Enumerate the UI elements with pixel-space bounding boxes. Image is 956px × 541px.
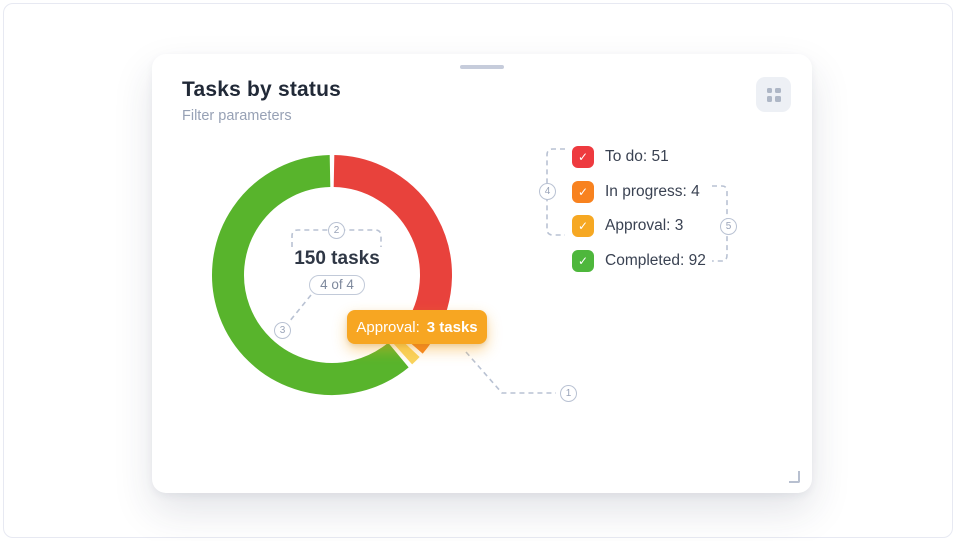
filters-count-badge: 4 of 4 [309,275,365,295]
total-tasks-label: 150 tasks [294,248,380,269]
callout-marker-5: 5 [720,218,737,235]
checkbox-checked[interactable]: ✓ [572,249,594,272]
legend-item-label: Completed: 92 [605,251,706,269]
check-icon: ✓ [577,253,589,268]
grid-icon [766,87,781,102]
tooltip-label: Approval: [356,318,420,336]
legend-item-todo[interactable]: ✓ To do: 51 [572,146,706,168]
check-icon: ✓ [577,184,589,199]
callout-marker-2: 2 [328,222,345,239]
resize-handle[interactable] [789,471,800,483]
legend-item-label: In progress: 4 [605,182,700,200]
legend-item-in-progress[interactable]: ✓ In progress: 4 [572,180,706,203]
donut-segment-to-do[interactable] [333,155,452,338]
app-frame: Tasks by status Filter parameters 150 ta… [3,3,953,538]
checkbox-checked[interactable]: ✓ [572,180,594,203]
widget-grid-button[interactable] [756,77,791,112]
callout-marker-4: 4 [539,183,556,200]
drag-handle[interactable] [460,65,504,69]
donut-center-label: 150 tasks 4 of 4 [257,248,417,295]
checkbox-checked[interactable]: ✓ [572,146,594,168]
legend-item-label: To do: 51 [605,148,669,165]
checkbox-checked[interactable]: ✓ [572,215,594,237]
check-icon: ✓ [577,219,589,233]
legend-item-label: Approval: 3 [605,217,684,234]
legend-item-approval[interactable]: ✓ Approval: 3 [572,215,706,237]
callout-line-1 [465,351,556,394]
legend-item-completed[interactable]: ✓ Completed: 92 [572,249,706,272]
callout-marker-3: 3 [274,322,291,339]
tooltip-value: 3 tasks [426,318,478,336]
chart-tooltip: Approval: 3 tasks [347,310,487,344]
callout-marker-1: 1 [560,385,577,402]
filter-parameters-link[interactable]: Filter parameters [182,108,292,124]
tasks-by-status-card: Tasks by status Filter parameters 150 ta… [152,54,812,493]
legend: ✓ To do: 51 ✓ In progress: 4 ✓ Approval:… [572,146,706,272]
donut-segment-completed[interactable] [212,155,409,395]
card-title: Tasks by status [182,78,342,101]
check-icon: ✓ [577,150,589,164]
donut-segment-approval[interactable] [390,335,420,365]
